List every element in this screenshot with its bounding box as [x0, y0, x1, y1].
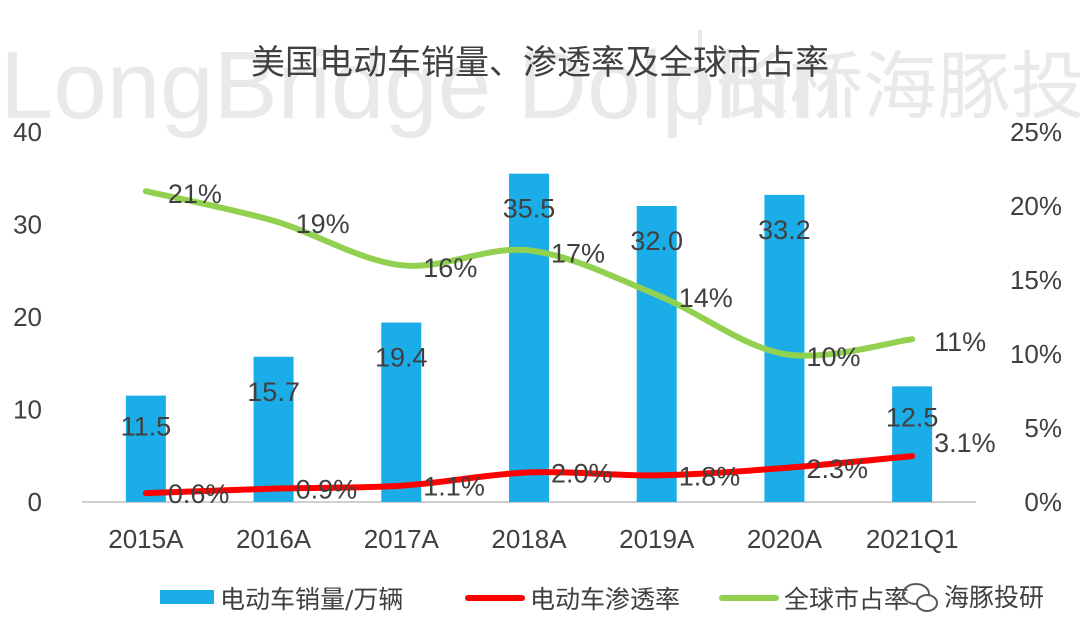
bar-data-label: 35.5 — [503, 194, 556, 224]
x-tick-label: 2018A — [491, 524, 567, 554]
bar-data-label: 11.5 — [121, 412, 172, 442]
global-share-data-label: 16% — [423, 253, 477, 283]
x-tick-label: 2021Q1 — [866, 524, 959, 554]
wechat-icon-bubble — [916, 594, 938, 612]
bar — [509, 173, 549, 502]
y-axis-right: 0% 5% 10% 15% 20% 25% — [1010, 117, 1062, 517]
bar-data-label: 12.5 — [886, 402, 939, 432]
penetration-data-label: 2.3% — [806, 454, 868, 484]
y-left-tick-label: 30 — [13, 210, 42, 240]
wechat-icon — [902, 583, 930, 605]
penetration-data-label: 1.8% — [679, 461, 741, 491]
bar — [125, 395, 166, 502]
x-tick-label: 2020A — [747, 524, 823, 554]
x-axis: 2015A 2016A 2017A 2018A 2019A 2020A 2021Q1 — [108, 524, 958, 554]
bar — [636, 206, 677, 502]
global-share-data-label: 14% — [679, 283, 733, 313]
x-tick-label: 2015A — [108, 524, 184, 554]
penetration-line — [142, 453, 916, 497]
y-axis-left: 0 10 20 30 40 — [13, 117, 42, 517]
bar — [892, 386, 933, 502]
penetration-data-label: 2.0% — [551, 458, 613, 488]
global-share-data-label: 21% — [168, 179, 222, 209]
y-left-tick-label: 0 — [28, 487, 42, 517]
watermark-text-en: LongBridge Dolphin — [0, 32, 843, 139]
global-share-labels: 21% 19% 16% 17% 14% 10% 11% — [168, 179, 986, 372]
bar-data-label: 32.0 — [630, 226, 683, 256]
chart-title: 美国电动车销量、渗透率及全球市占率 — [251, 43, 829, 83]
y-right-tick-label: 20% — [1010, 191, 1062, 221]
global-share-line — [142, 188, 916, 359]
y-left-tick-label: 20 — [13, 302, 42, 332]
y-right-tick-label: 15% — [1010, 265, 1062, 295]
penetration-labels: 0.6% 0.9% 1.1% 2.0% 1.8% 2.3% 3.1% — [168, 428, 996, 509]
y-right-tick-label: 5% — [1024, 413, 1062, 443]
legend: 电动车销量/万辆 电动车渗透率 全球市占率 — [160, 585, 909, 614]
legend-label-global-share: 全球市占率 — [784, 585, 909, 614]
brand-text: 海豚投研 — [944, 583, 1044, 612]
penetration-data-label: 3.1% — [934, 428, 996, 458]
legend-label-penetration: 电动车渗透率 — [530, 585, 680, 614]
global-share-data-label: 19% — [296, 209, 350, 239]
x-tick-label: 2019A — [619, 524, 695, 554]
x-tick-label: 2016A — [236, 524, 312, 554]
bar-data-label: 15.7 — [247, 377, 300, 407]
x-tick-label: 2017A — [364, 524, 440, 554]
penetration-data-label: 0.9% — [296, 475, 358, 505]
watermark-text-cn: 长桥海豚投研 — [715, 44, 1080, 130]
y-left-tick-label: 40 — [13, 117, 42, 147]
y-right-tick-label: 25% — [1010, 117, 1062, 147]
bar — [253, 356, 294, 502]
legend-swatch-sales — [160, 590, 214, 604]
legend-label-sales: 电动车销量/万辆 — [220, 585, 403, 614]
bar-data-label: 33.2 — [758, 215, 811, 245]
bar-series — [125, 173, 933, 502]
watermark: LongBridge Dolphin 长桥海豚投研 — [0, 30, 1080, 139]
brand-badge: 海豚投研 — [902, 583, 1044, 612]
global-share-data-label: 17% — [551, 238, 605, 268]
y-right-tick-label: 0% — [1024, 487, 1062, 517]
bar-data-labels: 11.5 15.7 19.4 35.5 32.0 33.2 12.5 — [121, 194, 939, 442]
bar — [381, 322, 422, 502]
y-left-tick-label: 10 — [13, 395, 42, 425]
global-share-data-label: 10% — [806, 342, 860, 372]
penetration-data-label: 1.1% — [423, 472, 485, 502]
bar-data-label: 19.4 — [375, 343, 428, 373]
penetration-data-label: 0.6% — [168, 479, 230, 509]
y-right-tick-label: 10% — [1010, 339, 1062, 369]
global-share-data-label: 11% — [934, 327, 986, 357]
